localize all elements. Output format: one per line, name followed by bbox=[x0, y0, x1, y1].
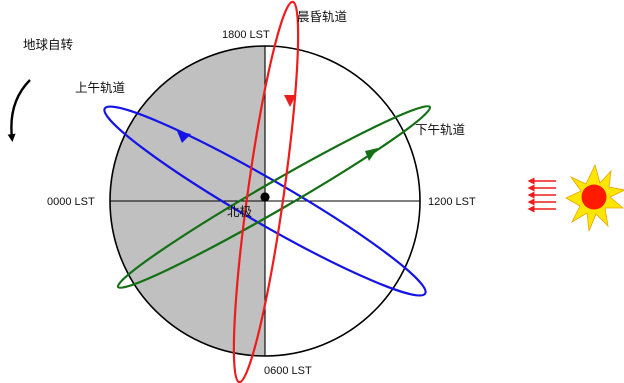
dawn-dusk-orbit-arrow bbox=[284, 95, 296, 107]
label-0600-lst: 0600 LST bbox=[264, 365, 312, 377]
dawn-dusk-orbit bbox=[232, 0, 300, 383]
label-dawn-dusk-orbit: 晨昏轨道 bbox=[297, 9, 348, 24]
am-orbit bbox=[103, 105, 427, 297]
pm-orbit-arrow bbox=[365, 148, 378, 161]
north-pole-dot-icon bbox=[260, 192, 270, 202]
rotation-arrow-icon bbox=[7, 79, 31, 142]
label-1200-lst: 1200 LST bbox=[428, 196, 476, 208]
label-north-pole: 北极 bbox=[227, 204, 253, 219]
am-orbit-arrow bbox=[177, 131, 191, 143]
label-earth-rotation: 地球自转 bbox=[23, 37, 73, 52]
label-am-orbit: 上午轨道 bbox=[75, 80, 126, 95]
label-0000-lst: 0000 LST bbox=[47, 196, 95, 208]
sunlight-arrows-icon bbox=[527, 177, 556, 213]
label-1800-lst: 1800 LST bbox=[222, 29, 270, 41]
sun-icon bbox=[565, 163, 624, 232]
label-pm-orbit: 下午轨道 bbox=[415, 122, 466, 137]
